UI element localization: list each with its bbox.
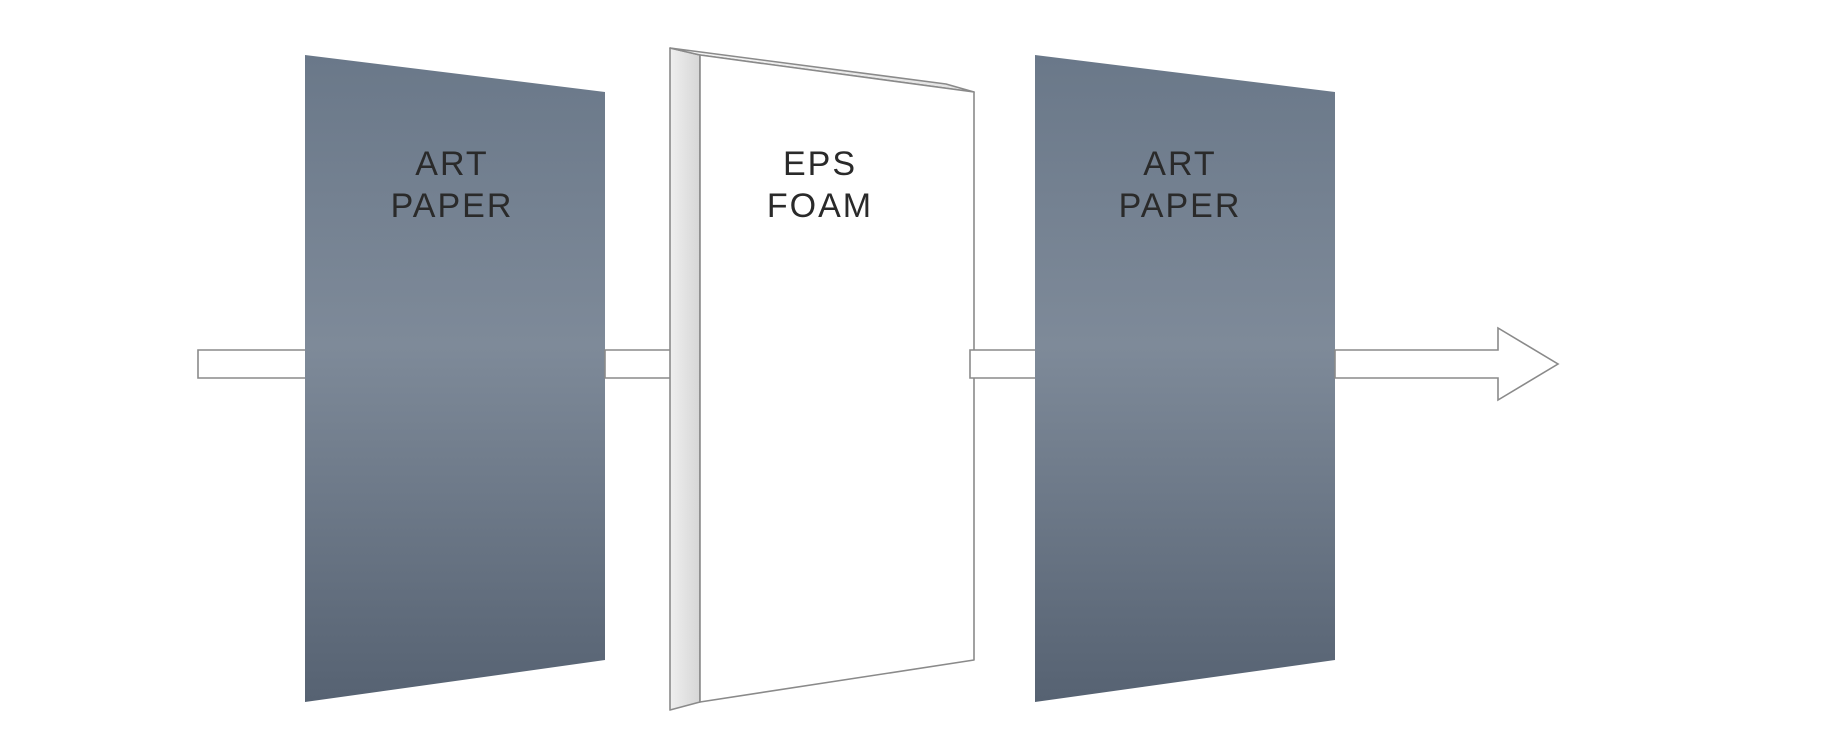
label-eps-foam-line1: EPS: [783, 145, 857, 183]
label-art-paper-left-line2: PAPER: [391, 187, 514, 225]
arrow-segment-4: [1335, 328, 1558, 400]
layer-diagram: ART PAPER EPS FOAM ART PAPER: [0, 0, 1832, 750]
label-art-paper-right-line2: PAPER: [1119, 187, 1242, 225]
label-art-paper-left-line1: ART: [415, 145, 488, 183]
label-eps-foam-line2: FOAM: [767, 187, 873, 225]
label-art-paper-right-line1: ART: [1143, 145, 1216, 183]
